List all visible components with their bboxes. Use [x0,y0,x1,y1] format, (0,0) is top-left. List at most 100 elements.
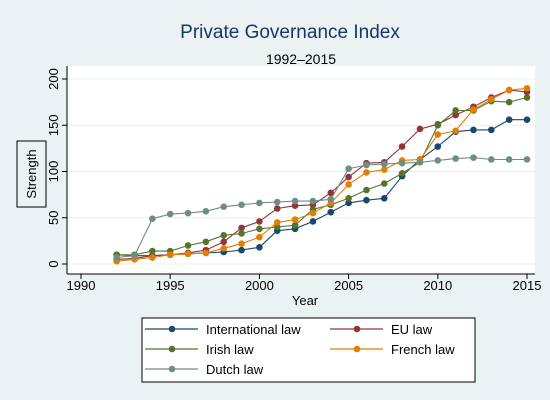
data-point [470,126,477,134]
data-point [488,156,495,163]
data-point [488,126,495,134]
data-point [149,254,156,261]
legend: International law EU law Irish law French l… [145,322,455,377]
legend-label: International law [206,322,301,337]
data-point [345,195,352,202]
data-point [363,169,370,176]
x-tick-label: 2000 [245,278,274,293]
legend-label: French law [391,342,455,357]
data-point [131,252,138,259]
data-point [184,250,192,258]
data-point [256,199,263,207]
data-point [113,254,120,261]
chart-subtitle: 1992–2015 [266,51,336,67]
data-point [202,207,210,215]
data-point [291,197,299,205]
data-point [505,156,513,163]
data-point [380,195,388,202]
data-point [505,98,513,106]
data-point [345,173,352,181]
data-point [380,180,388,187]
data-point [452,155,459,162]
data-point [273,219,281,226]
data-point [327,189,335,197]
y-tick-label: 150 [46,114,61,136]
data-point [523,116,531,123]
data-point [184,209,192,217]
data-point [238,230,245,237]
chart-title: Private Governance Index [180,22,400,43]
data-point [452,107,459,114]
data-point [256,225,263,233]
data-point [452,127,459,135]
data-point [416,125,424,133]
data-point [398,170,406,177]
data-point [238,246,245,254]
x-axis-ticks: 1990 1995 2000 2005 2010 2015 [67,274,542,293]
data-point [256,233,263,241]
data-point [291,202,299,210]
data-point [363,161,370,169]
data-point [202,238,210,246]
data-point [309,209,317,217]
y-tick-label: 0 [46,260,61,267]
data-point [256,218,263,225]
series-group [113,84,531,265]
data-point [220,244,228,252]
data-point [202,249,210,257]
data-point [398,143,406,150]
data-point [380,160,388,168]
y-axis-ticks: 0 50 100 150 200 [46,68,67,268]
data-point [220,232,228,239]
x-tick-label: 2010 [423,278,452,293]
data-point [505,86,513,94]
data-point [363,196,370,204]
x-tick-label: 2015 [513,278,542,293]
data-point [398,159,406,167]
y-axis-label-box [16,140,47,208]
data-point [345,181,352,188]
legend-swatch-marker [353,325,361,333]
data-point [238,201,245,209]
data-point [523,94,531,101]
data-point [184,242,192,249]
y-tick-label: 100 [46,161,61,183]
data-point [488,96,495,103]
data-point [523,156,531,163]
data-point [523,84,531,92]
data-point [309,218,317,225]
data-point [327,208,335,216]
data-point [149,215,156,222]
data-point [256,244,263,251]
y-tick-label: 200 [46,68,61,90]
data-point [416,158,424,166]
data-point [380,166,388,173]
x-tick-label: 1990 [67,278,96,293]
legend-swatch-marker [168,365,176,373]
x-axis-label: Year [292,293,319,308]
data-point [220,238,228,246]
data-point [434,157,442,164]
plot-area [67,66,535,274]
data-point [434,143,442,150]
data-point [273,223,281,231]
data-point [149,247,156,255]
data-point [273,198,281,206]
data-point [291,221,299,229]
data-point [452,111,459,119]
legend-label: EU law [391,322,433,337]
data-point [291,216,299,223]
data-point [166,251,174,259]
data-point [345,199,352,207]
data-point [238,224,245,232]
data-point [434,121,442,129]
data-point [327,195,335,203]
data-point [345,165,352,173]
legend-swatch-marker [168,345,176,353]
data-point [273,205,281,212]
data-point [470,154,477,161]
data-point [434,131,442,138]
data-point [470,106,477,113]
y-axis-label: Strength [24,149,39,198]
